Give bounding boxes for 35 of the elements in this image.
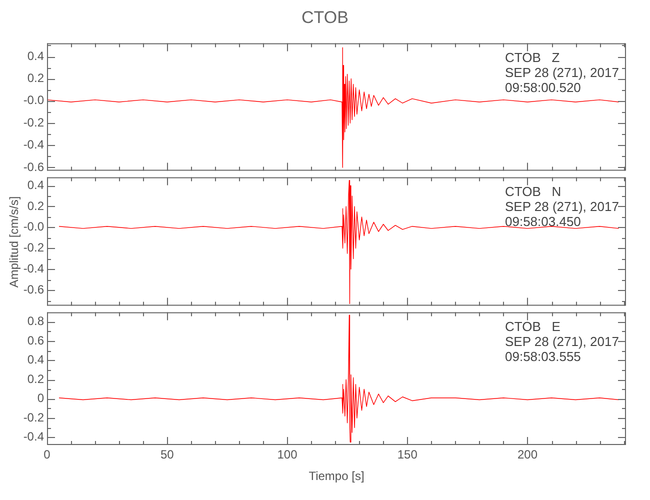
x-tick-label: 100 xyxy=(277,448,298,462)
annotation: SEP 28 (271), 2017 xyxy=(505,65,619,80)
y-tick-label: -0.6 xyxy=(23,282,44,296)
y-tick-label: -0.0 xyxy=(23,220,44,234)
annotation: 09:58:00.520 xyxy=(505,80,581,95)
x-tick-label: 150 xyxy=(397,448,418,462)
y-tick-label: 0.4 xyxy=(27,352,44,367)
y-tick-label: -0.4 xyxy=(23,138,44,152)
y-tick-label: 0.2 xyxy=(27,198,44,213)
y-tick-label: -0.2 xyxy=(23,115,44,130)
annotation: CTOB Z xyxy=(505,50,560,65)
x-tick-label: 50 xyxy=(160,448,174,462)
y-tick-label: 0.6 xyxy=(27,333,44,348)
annotation: SEP 28 (271), 2017 xyxy=(505,199,619,214)
annotation: 09:58:03.555 xyxy=(505,349,581,364)
y-tick-label: -0.2 xyxy=(23,240,44,255)
y-tick-label: -0.6 xyxy=(23,160,44,174)
y-tick-label: 0.2 xyxy=(27,71,44,86)
annotation: 09:58:03.450 xyxy=(505,214,581,229)
y-tick-label: -0.0 xyxy=(23,93,44,108)
annotation: CTOB N xyxy=(505,184,562,199)
y-axis-title: Amplitud [cm/s/s] xyxy=(7,196,21,288)
x-tick-label: 200 xyxy=(517,448,538,462)
y-tick-label: 0.4 xyxy=(27,178,44,192)
y-tick-label: 0 xyxy=(37,391,44,406)
y-tick-label: 0.2 xyxy=(27,372,44,386)
annotation: CTOB E xyxy=(505,319,560,334)
annotation: SEP 28 (271), 2017 xyxy=(505,334,619,349)
y-tick-label: -0.4 xyxy=(23,430,44,444)
y-tick-label: -0.2 xyxy=(23,410,44,424)
x-axis-title: Tiempo [s] xyxy=(308,469,364,483)
chart-title: CTOB xyxy=(300,8,350,28)
y-tick-label: 0.8 xyxy=(27,314,44,328)
y-tick-label: 0.4 xyxy=(27,48,44,63)
y-tick-label: -0.4 xyxy=(23,262,44,276)
